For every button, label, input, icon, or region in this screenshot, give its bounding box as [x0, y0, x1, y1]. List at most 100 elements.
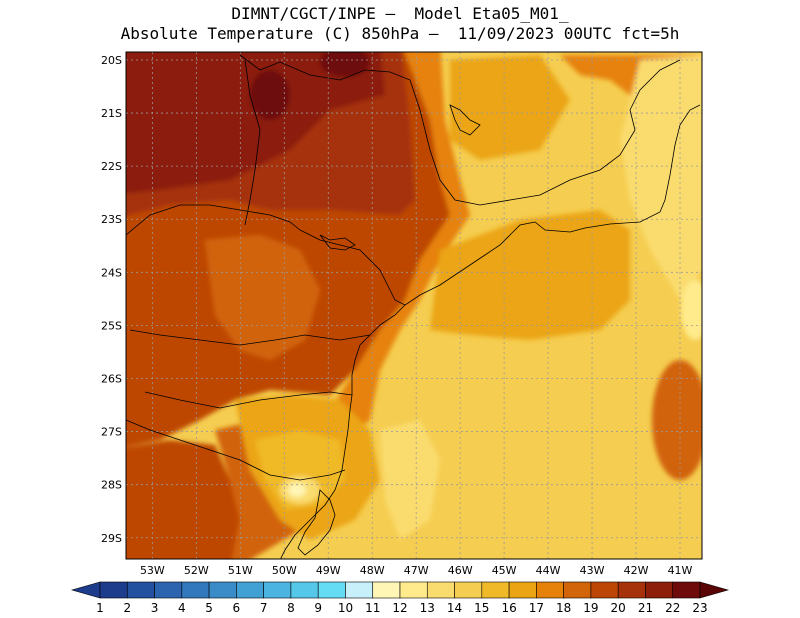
- lat-label: 20S: [101, 54, 122, 67]
- field-region-16c-north: [450, 55, 570, 160]
- lat-label: 24S: [101, 266, 122, 279]
- lon-label: 42W: [624, 564, 649, 577]
- field-region-16c-ocean: [430, 210, 630, 340]
- lon-label: 48W: [360, 564, 385, 577]
- colorbar-label: 5: [205, 601, 213, 615]
- colorbar-swatch: [317, 581, 346, 599]
- lon-label: 49W: [316, 564, 341, 577]
- colorbar-label: 19: [583, 601, 598, 615]
- state-border-pr-sc: [144, 391, 353, 409]
- colorbar-swatch: [590, 581, 619, 599]
- coastline-and-borders: [126, 54, 701, 559]
- lat-lon-grid: [126, 52, 702, 559]
- field-region-13c-south: [380, 420, 440, 540]
- reservoir-tiete: [319, 234, 356, 251]
- lat-label: 26S: [101, 372, 122, 385]
- colorbar-swatch: [263, 581, 292, 599]
- field-core-22c-b: [320, 52, 370, 77]
- field-region-19c-south: [126, 440, 240, 559]
- colorbar-label: 14: [447, 601, 462, 615]
- lat-label: 27S: [101, 426, 122, 439]
- state-border-sc-rs: [126, 419, 346, 481]
- chart-title-line-1: DIMNT/CGCT/INPE – Model Eta05_M01_: [231, 4, 569, 23]
- colorbar-swatch: [426, 581, 455, 599]
- colorbar-label: 6: [233, 601, 241, 615]
- coastline: [280, 104, 701, 559]
- colorbar-swatch: [563, 581, 592, 599]
- colorbar-label: 23: [692, 601, 707, 615]
- field-region-15c-south: [255, 430, 345, 510]
- colorbar-swatch: [454, 581, 483, 599]
- state-border-ms-pr: [126, 204, 301, 236]
- colorbar-swatch: [181, 581, 210, 599]
- colorbar-label: 18: [556, 601, 571, 615]
- lon-label: 45W: [492, 564, 517, 577]
- lon-label: 52W: [184, 564, 209, 577]
- colorbar-label: 16: [501, 601, 516, 615]
- colorbar-label: 8: [287, 601, 295, 615]
- field-region-13c-east: [620, 55, 702, 300]
- lon-label: 44W: [536, 564, 561, 577]
- colorbar-label: 13: [420, 601, 435, 615]
- field-core-22c-a: [250, 70, 290, 120]
- lon-label: 50W: [272, 564, 297, 577]
- state-border-mg-sp: [239, 54, 681, 206]
- colorbar-label: 7: [260, 601, 268, 615]
- field-region-17c-coast: [330, 52, 470, 440]
- longitude-labels: 53W 52W 51W 50W 49W 48W 47W 46W 45W 44W 43W 42W 41W: [140, 564, 693, 577]
- latitude-labels: 20S 21S 22S 23S 24S 25S 26S 27S 28S 29S: [101, 54, 122, 545]
- field-region-18c-inland: [205, 235, 320, 360]
- lat-label: 21S: [101, 107, 122, 120]
- colorbar-swatch: [536, 581, 564, 599]
- colorbar-swatch: [372, 581, 401, 599]
- colorbar-label: 10: [338, 601, 353, 615]
- colorbar-arrow-high: [699, 581, 730, 599]
- lon-label: 41W: [668, 564, 693, 577]
- colorbar-label: 2: [123, 601, 131, 615]
- lat-label: 23S: [101, 213, 122, 226]
- colorbar-swatch: [154, 581, 183, 599]
- map-frame: [125, 51, 703, 560]
- colorbar-swatch: [645, 581, 674, 599]
- field-core-12c-east: [681, 280, 702, 340]
- colorbar-swatch: [236, 581, 264, 599]
- colorbar-swatch: [672, 581, 701, 599]
- colorbar-label: 21: [638, 601, 653, 615]
- colorbar-label: 22: [665, 601, 680, 615]
- field-region-21c: [126, 52, 385, 194]
- lat-label: 29S: [101, 532, 122, 545]
- colorbar-label: 17: [529, 601, 544, 615]
- colorbar-swatch: [99, 581, 128, 599]
- colorbar-swatch: [399, 581, 428, 599]
- colorbar-label: 11: [365, 601, 380, 615]
- river-parana: [244, 59, 261, 226]
- colorbar-label: 3: [151, 601, 159, 615]
- colorbar-swatch: [508, 581, 537, 599]
- lagoon-patos: [297, 489, 336, 556]
- colorbar-label: 9: [314, 601, 322, 615]
- colorbar: 1 2 3 4 5 6 7 8 9 10 11 12 13 14 15 16 17 18 19 20 21 22 23: [70, 581, 730, 615]
- colorbar-swatch: [126, 581, 155, 599]
- lat-label: 25S: [101, 319, 122, 332]
- colorbar-label: 1: [96, 601, 104, 615]
- river-iguacu: [129, 329, 371, 346]
- colorbar-label: 4: [178, 601, 186, 615]
- lat-label: 22S: [101, 160, 122, 173]
- chart-title-line-2: Absolute Temperature (C) 850hPa – 11/09/…: [120, 24, 680, 43]
- lon-label: 43W: [580, 564, 605, 577]
- field-core-11c: [288, 483, 306, 497]
- lon-label: 51W: [228, 564, 253, 577]
- field-core-18c-east: [652, 360, 702, 480]
- colorbar-arrow-low: [70, 581, 101, 599]
- lon-label: 47W: [404, 564, 429, 577]
- colorbar-swatch: [617, 581, 646, 599]
- colorbar-swatch: [481, 581, 510, 599]
- colorbar-swatch: [345, 581, 374, 599]
- lat-label: 28S: [101, 479, 122, 492]
- colorbar-swatch: [208, 581, 237, 599]
- lon-label: 53W: [140, 564, 165, 577]
- state-border-sp-pr: [299, 229, 406, 306]
- lon-label: 46W: [448, 564, 473, 577]
- temperature-field: [126, 52, 702, 559]
